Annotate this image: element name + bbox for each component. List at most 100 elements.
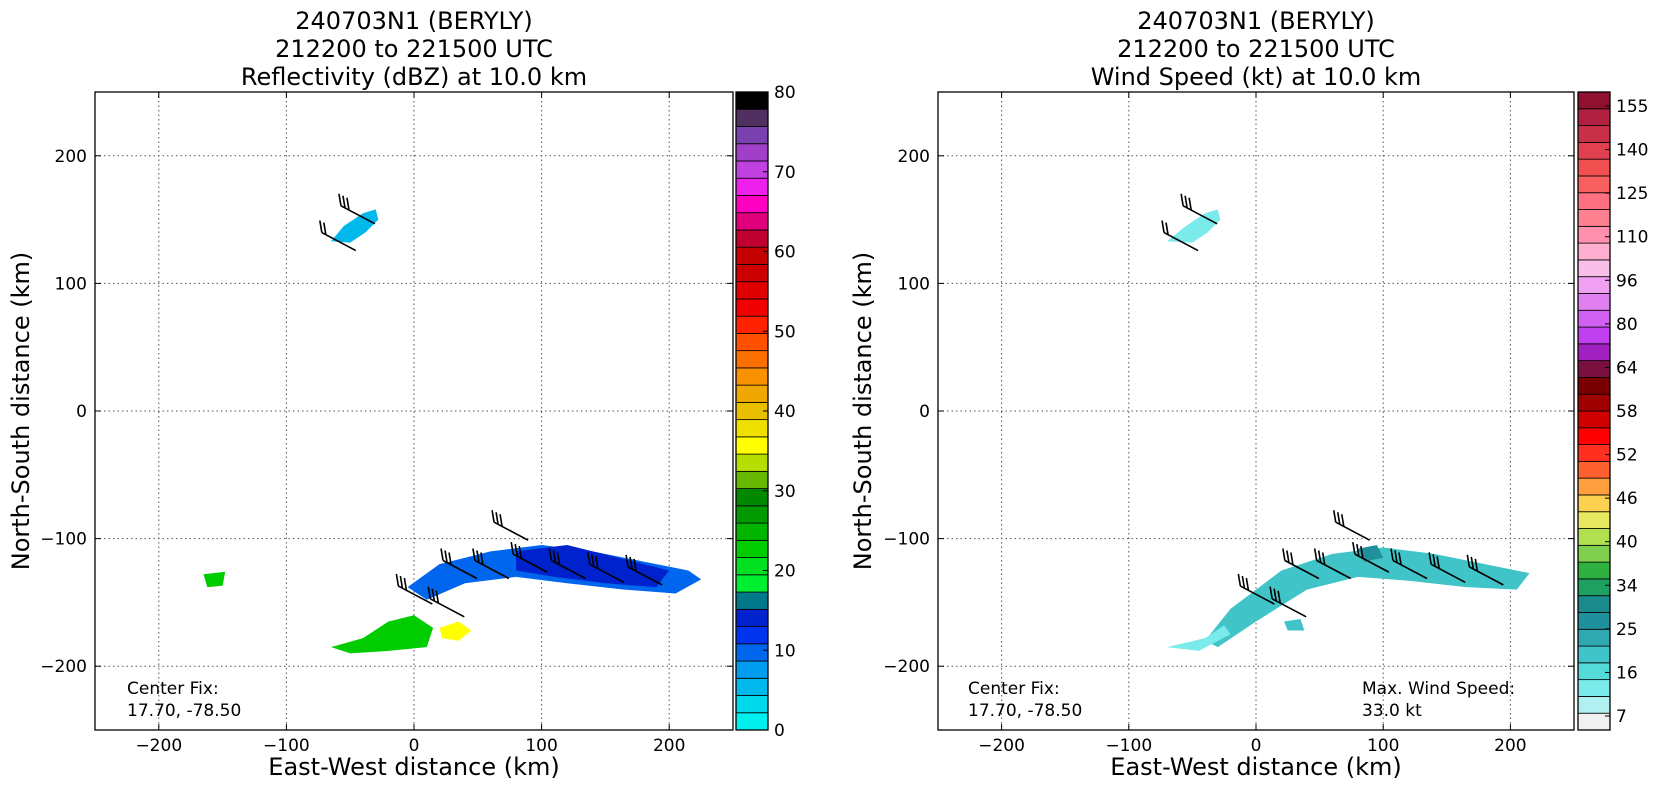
barb-shaft [1316,559,1352,580]
barb-flag [472,548,476,561]
wind-echo-sw-light [1167,625,1231,651]
wind-wind-barb [1313,548,1352,580]
wind-colorbar-tick-label: 64 [1616,358,1638,378]
wind-colorbar-swatch [1577,192,1611,210]
wind-colorbar-swatch [1577,293,1611,311]
reflectivity-x-tick-label: 100 [525,736,557,756]
wind-colorbar-tick-label: 58 [1616,402,1638,422]
wind-x-tick-label: 100 [1367,736,1399,756]
wind-colorbar-swatch [1577,141,1611,160]
barb-flag [1474,558,1479,572]
barb-flag [1466,554,1471,568]
barb-shaft [340,205,376,225]
max-wind-speed-label: Max. Wind Speed: [1362,679,1515,699]
wind-colorbar-swatch [1577,225,1611,244]
reflectivity-colorbar-swatch [735,143,769,162]
reflectivity-wind-barb [548,548,586,580]
wind-wind-barb [1237,573,1275,605]
barb-flag [629,556,633,570]
reflectivity-colorbar-tick-label: 30 [774,482,796,502]
wind-colorbar-swatch [1577,528,1611,546]
reflectivity-echo-sw-cluster-green [331,615,434,654]
barb-flag [338,193,342,206]
reflectivity-wind-barb [395,573,433,605]
wind-colorbar-swatch [1577,360,1611,378]
reflectivity-echo-west-speck [203,571,226,588]
barb-flag [1245,577,1250,591]
wind-center-fix-value: 17.70, -78.50 [968,701,1082,721]
barb-shaft [1239,585,1275,605]
wind-colorbar-tick-label: 140 [1616,141,1648,161]
barb-shaft [627,566,663,586]
barb-flag [319,220,323,233]
wind-wind-barb [1352,541,1390,573]
reflectivity-colorbar-swatch [735,384,769,403]
reflectivity-colorbar-swatch [735,557,769,576]
reflectivity-center-fix-label: Center Fix: [127,679,219,699]
reflectivity-colorbar-swatch [735,626,769,645]
wind-colorbar-swatch [1577,242,1611,261]
wind-colorbar-swatch [1577,410,1611,429]
reflectivity-center-fix-value: 17.70, -78.50 [127,701,241,721]
barb-shaft [551,559,586,580]
reflectivity-colorbar-swatch [735,281,769,300]
barb-flag [1432,554,1436,567]
wind-wind-barb [1161,220,1199,252]
wind-colorbar: 155 140 125 110 96 80 64 58 52 46 40 34 25 16 7 [1577,91,1648,731]
wind-colorbar-swatch [1577,209,1611,227]
reflectivity-y-tick-label: 100 [55,274,87,294]
wind-colorbar-swatch [1577,628,1611,647]
barb-flag [399,575,404,589]
wind-colorbar-swatch [1577,645,1611,664]
panel-wind-speed: 240703N1 (BERYLY) 212200 to 221500 UTC W… [849,7,1648,781]
barb-flag [435,590,440,603]
max-wind-speed-value: 33.0 kt [1362,701,1422,721]
wind-wind-barb [1269,586,1307,618]
barb-shaft [429,598,465,618]
reflectivity-colorbar-swatch [735,608,769,627]
wind-title-line-2: 212200 to 221500 UTC [1117,35,1395,63]
barb-flag [1321,552,1326,565]
barb-flag [323,222,327,235]
reflectivity-colorbar-swatch [735,160,769,179]
wind-x-tick-label: −100 [1105,736,1152,756]
barb-flag [499,514,503,527]
reflectivity-colorbar-swatch [735,195,769,214]
barb-flag [1470,556,1475,570]
reflectivity-y-tick-label: −100 [40,530,87,550]
barb-shaft [474,559,510,580]
reflectivity-colorbar-tick-label: 50 [774,322,796,342]
barb-flag [633,558,637,572]
wind-wind-barb [1390,548,1428,580]
barb-flag [1394,550,1398,563]
barb-flag [514,543,519,557]
reflectivity-title-line-3: Reflectivity (dBZ) at 10.0 km [241,63,587,91]
reflectivity-wind-barb [625,554,663,586]
wind-colorbar-tick-label: 7 [1616,707,1627,727]
barb-flag [1356,543,1360,557]
barb-shaft [321,231,357,252]
barb-shaft [1271,598,1307,618]
barb-shaft [512,553,548,573]
barb-shaft [1182,205,1218,225]
reflectivity-wind-barb [491,510,529,541]
barb-shaft [1430,563,1466,584]
barb-shaft [1284,559,1320,580]
barb-flag [403,577,408,591]
reflectivity-colorbar-swatch [735,505,769,524]
reflectivity-colorbar-swatch [735,298,769,317]
barb-flag [495,512,499,525]
barb-flag [548,548,553,561]
wind-colorbar-tick-label: 110 [1616,228,1648,248]
reflectivity-y-axis-label: North-South distance (km) [7,252,35,571]
reflectivity-colorbar-swatch [735,419,769,438]
wind-colorbar-tick-label: 52 [1616,446,1638,466]
reflectivity-colorbar-swatch [735,436,769,455]
wind-title-line-1: 240703N1 (BERYLY) [1137,7,1374,35]
wind-wind-barb [1282,548,1320,580]
barb-flag [1184,195,1188,208]
reflectivity-wind-barb [510,541,548,573]
reflectivity-x-tick-label: −200 [135,736,182,756]
wind-y-tick-label: −100 [883,530,930,550]
reflectivity-colorbar-tick-label: 20 [774,562,796,582]
